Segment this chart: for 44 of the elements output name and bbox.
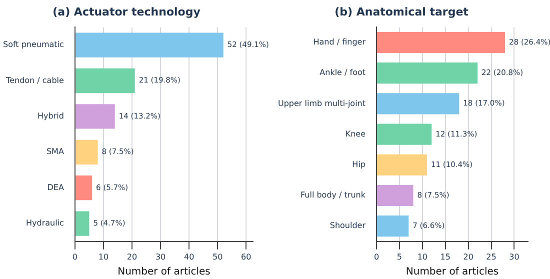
y-tick-label: Soft pneumatic bbox=[3, 40, 64, 50]
y-tick-label: Full body / trunk bbox=[300, 190, 366, 200]
x-tick-label: 20 bbox=[126, 252, 138, 262]
x-tick-label: 40 bbox=[184, 252, 194, 262]
x-tick-label: 25 bbox=[486, 252, 496, 262]
y-tick-label: DEA bbox=[47, 182, 64, 192]
x-tick-label: 5 bbox=[396, 252, 402, 262]
bar bbox=[75, 211, 90, 236]
y-tick-label: SMA bbox=[46, 147, 64, 156]
bar bbox=[377, 93, 460, 114]
bar bbox=[377, 216, 409, 237]
y-tick-label: Shoulder bbox=[330, 221, 366, 230]
y-tick-label: Hybrid bbox=[38, 112, 64, 121]
bar bbox=[75, 176, 92, 200]
bar bbox=[75, 32, 224, 58]
bar bbox=[377, 124, 432, 145]
x-tick-label: 15 bbox=[440, 252, 450, 262]
x-tick-label: 10 bbox=[98, 252, 109, 262]
y-tick-label: Upper limb multi-joint bbox=[278, 98, 366, 108]
x-tick-label: 0 bbox=[374, 252, 380, 262]
chart-title: (a) Actuator technology bbox=[52, 5, 200, 18]
chart-title: (b) Anatomical target bbox=[334, 5, 468, 18]
bar bbox=[75, 68, 135, 94]
x-axis-title: Number of articles bbox=[406, 266, 499, 278]
x-tick-label: 30 bbox=[155, 252, 166, 262]
bar bbox=[75, 104, 115, 129]
x-tick-label: 30 bbox=[509, 252, 520, 262]
x-tick-label: 60 bbox=[241, 252, 252, 262]
x-tick-label: 10 bbox=[417, 252, 428, 262]
bar bbox=[377, 62, 478, 84]
bar bbox=[377, 154, 428, 176]
y-tick-label: Hip bbox=[352, 160, 366, 169]
y-tick-label: Knee bbox=[345, 129, 366, 138]
x-tick-label: 50 bbox=[212, 252, 223, 262]
bar bbox=[75, 140, 98, 164]
bar bbox=[377, 32, 506, 54]
y-tick-label: Ankle / foot bbox=[320, 68, 366, 78]
x-axis-title: Number of articles bbox=[118, 266, 210, 278]
y-tick-label: Hydraulic bbox=[26, 218, 64, 228]
y-tick-label: Hand / finger bbox=[313, 38, 366, 47]
x-tick-label: 20 bbox=[463, 252, 474, 262]
bar bbox=[377, 184, 414, 206]
y-tick-label: Tendon / cable bbox=[5, 76, 64, 85]
x-tick-label: 0 bbox=[72, 252, 78, 262]
